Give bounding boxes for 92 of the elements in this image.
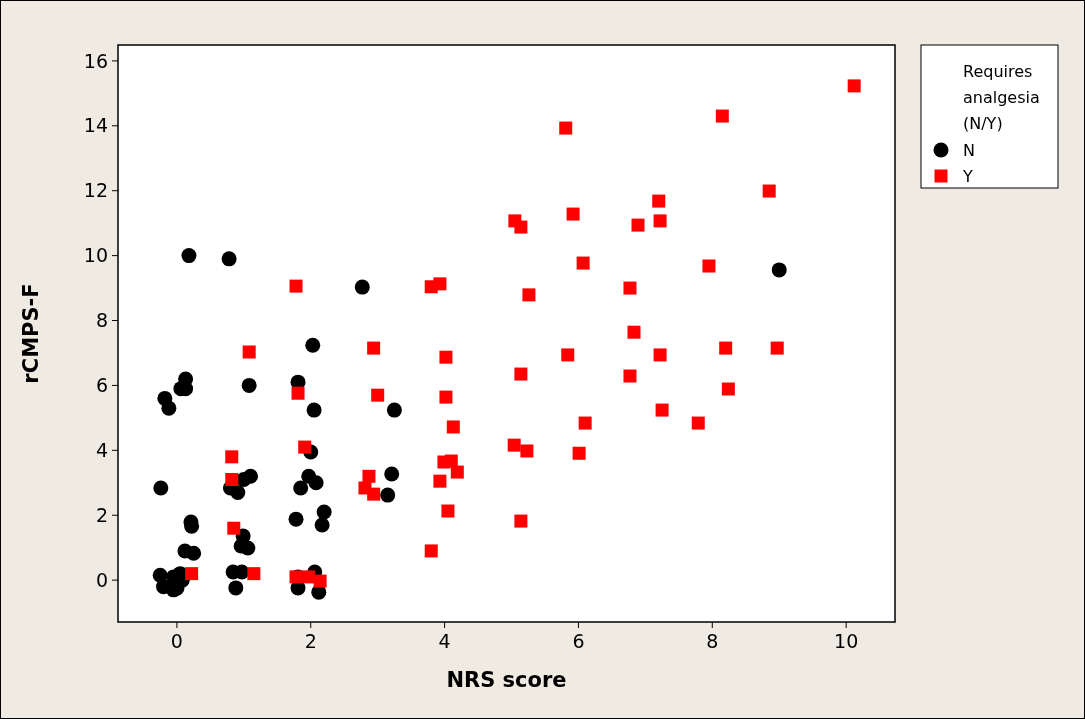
point (847, 79, 861, 93)
point (433, 474, 447, 488)
point (227, 521, 241, 535)
point (221, 251, 237, 267)
point (288, 511, 304, 527)
point (313, 574, 327, 588)
y-tick-label: 4 (95, 438, 108, 461)
x-tick-label: 6 (572, 630, 585, 652)
point (314, 517, 330, 533)
point (380, 487, 396, 503)
point (514, 220, 528, 234)
point (306, 402, 322, 418)
point (623, 281, 637, 295)
point (514, 514, 528, 528)
point (293, 480, 309, 496)
point (450, 465, 464, 479)
y-tick-label: 0 (95, 568, 108, 591)
y-tick-label: 10 (83, 244, 108, 267)
point (291, 386, 305, 400)
point (691, 416, 705, 430)
point (623, 369, 637, 383)
x-tick-label: 8 (706, 630, 719, 652)
x-tick-label: 0 (170, 630, 183, 652)
point (653, 214, 667, 228)
point (354, 279, 370, 295)
point (507, 438, 521, 452)
point (161, 400, 177, 416)
point (433, 277, 447, 291)
point (514, 367, 528, 381)
point (225, 450, 239, 464)
point (371, 388, 385, 402)
y-tick-label: 6 (95, 374, 108, 397)
point (441, 504, 455, 518)
point (566, 207, 580, 221)
x-tick-label: 2 (304, 630, 317, 652)
y-tick-label: 16 (83, 49, 108, 72)
point (762, 184, 776, 198)
point (439, 390, 453, 404)
point (771, 262, 787, 278)
point (578, 416, 592, 430)
point (242, 345, 256, 359)
point (631, 218, 645, 232)
y-tick-label: 12 (83, 179, 108, 202)
point (446, 420, 460, 434)
point (153, 480, 169, 496)
point (520, 444, 534, 458)
point (721, 382, 735, 396)
point (655, 403, 669, 417)
point (384, 466, 400, 482)
y-axis-title: rCMPS-F (19, 283, 43, 384)
point (386, 402, 402, 418)
point (367, 341, 381, 355)
point (241, 377, 257, 393)
point (185, 567, 199, 581)
y-tick-label: 2 (95, 503, 108, 526)
point (289, 279, 303, 293)
y-tick-label: 8 (95, 309, 108, 332)
point (424, 544, 438, 558)
point (719, 341, 733, 355)
point (305, 337, 321, 353)
point (228, 580, 244, 596)
point (302, 570, 316, 584)
point (367, 487, 381, 501)
point (715, 109, 729, 123)
point (298, 440, 312, 454)
point (770, 341, 784, 355)
y-tick-label: 14 (83, 114, 108, 137)
legend-label: N (963, 140, 975, 160)
point (627, 325, 641, 339)
x-tick-label: 4 (438, 630, 451, 652)
point (316, 504, 332, 520)
point (653, 348, 667, 362)
x-axis-title: NRS score (446, 668, 567, 692)
x-tick-label: 10 (834, 630, 859, 652)
point (243, 468, 259, 484)
point (444, 454, 458, 468)
point (559, 121, 573, 135)
point (572, 446, 586, 460)
point (561, 348, 575, 362)
point (247, 567, 261, 581)
point (702, 259, 716, 273)
point (181, 248, 197, 264)
point (225, 473, 239, 487)
point (576, 256, 590, 270)
point (439, 350, 453, 364)
point (186, 545, 202, 561)
point (230, 485, 246, 501)
legend-title: Requires analgesia (N/Y) (963, 62, 1040, 133)
point (652, 194, 666, 208)
point (522, 288, 536, 302)
point (308, 475, 324, 491)
legend-label: Y (962, 166, 973, 186)
